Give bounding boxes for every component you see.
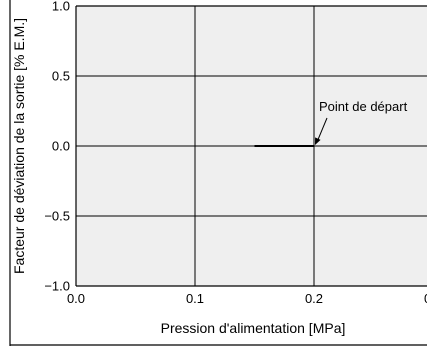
tick-layer: 1.00.50.0−0.5−1.00.00.10.20.3	[44, 0, 427, 306]
y-tick-label-2: 0.0	[52, 139, 70, 154]
y-tick-label-3: −0.5	[44, 209, 70, 224]
y-tick-label-1: 0.5	[52, 69, 70, 84]
x-tick-label-2: 0.2	[305, 291, 323, 306]
annotation-label-0: Point de départ	[319, 99, 408, 114]
annotation-arrow-line-0	[316, 117, 328, 143]
y-tick-label-4: −1.0	[44, 279, 70, 294]
x-tick-label-3: 0.3	[424, 291, 427, 306]
x-axis-label: Pression d'alimentation [MPa]	[161, 320, 346, 336]
x-tick-label-1: 0.1	[186, 291, 204, 306]
annotation-layer: Point de départ	[315, 99, 408, 145]
y-axis-label: Facteur de déviation de la sortie [% E.M…	[11, 18, 27, 274]
annotation-arrowhead-0	[315, 137, 321, 145]
x-tick-label-0: 0.0	[67, 291, 85, 306]
y-tick-label-0: 1.0	[52, 0, 70, 14]
